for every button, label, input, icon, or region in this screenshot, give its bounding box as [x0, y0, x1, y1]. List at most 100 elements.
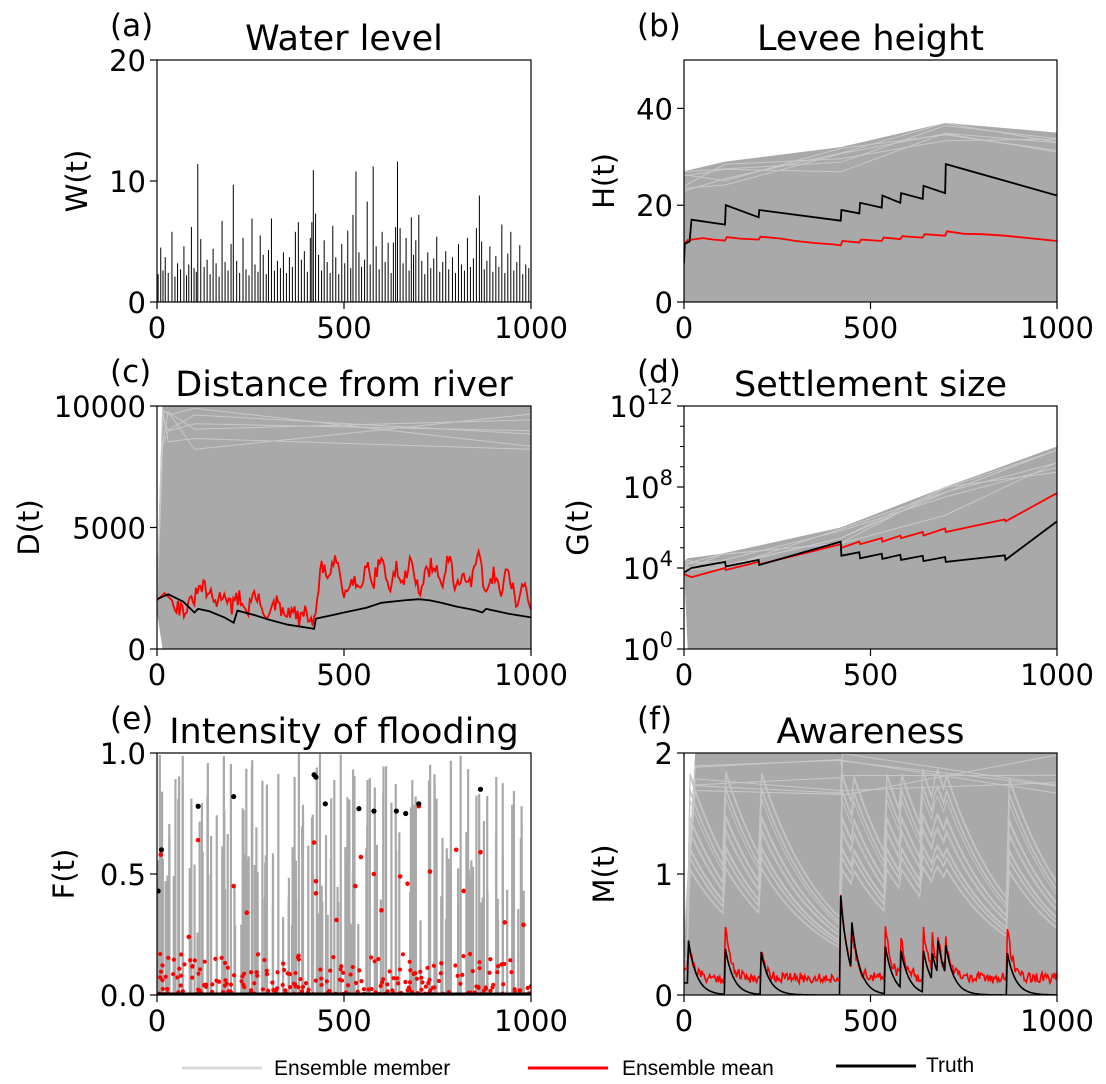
x-tick-label: 500: [843, 658, 898, 692]
y-tick-label: 10000: [54, 390, 146, 424]
ensemble-member-line: [684, 132, 1057, 177]
ensemble-mean-point: [453, 963, 458, 968]
truth-point: [231, 793, 237, 800]
ensemble-mean-point: [387, 969, 392, 974]
ensemble-mean-point: [512, 987, 517, 992]
ensemble-mean-point: [260, 987, 265, 992]
ensemble-mean-point: [509, 970, 514, 975]
y-axis-label: G(t): [561, 499, 595, 555]
x-tick-label: 1000: [494, 311, 568, 345]
truth-point: [157, 888, 161, 894]
ensemble-mean-point: [296, 953, 301, 958]
ensemble-member-line: [684, 770, 1057, 960]
ensemble-mean-point: [264, 972, 270, 977]
ensemble-mean-point: [338, 967, 343, 972]
ensemble-mean-point: [419, 987, 424, 992]
ensemble-mean-point: [223, 978, 228, 983]
ensemble-mean-point: [427, 869, 433, 874]
ensemble-mean-point: [270, 980, 275, 985]
y-tick-label: 0: [655, 286, 673, 320]
ensemble-mean-point: [495, 970, 500, 975]
y-tick-label: 0.5: [100, 858, 146, 892]
ensemble-mean-point: [165, 986, 170, 992]
ensemble-mean-point: [171, 971, 176, 977]
legend-truth-label: Truth: [926, 1054, 974, 1077]
ensemble-mean-point: [179, 952, 184, 957]
ensemble-mean-point: [163, 974, 168, 979]
ensemble-member-line: [684, 829, 1057, 960]
ensemble-mean-point: [231, 973, 237, 978]
ensemble-mean-point: [299, 989, 305, 994]
ensemble-mean-point: [214, 978, 219, 983]
y-axis-label: D(t): [12, 499, 46, 555]
ensemble-mean-point: [495, 964, 501, 969]
truth-point: [371, 808, 377, 814]
ensemble-mean-point: [366, 987, 371, 992]
ensemble-mean-point: [414, 976, 420, 981]
x-tick-label: 500: [843, 1004, 898, 1038]
ensemble-mean-point: [222, 983, 227, 988]
ensemble-mean-point: [378, 983, 383, 989]
truth-point: [416, 801, 422, 807]
panel-letter: (a): [110, 8, 153, 44]
ensemble-member-line: [684, 815, 1057, 960]
ensemble-member-line: [684, 794, 1057, 960]
y-tick-exponent: 4: [660, 547, 673, 571]
y-tick-label: 100: [623, 628, 673, 667]
ensemble-mean-point: [357, 968, 362, 973]
y-tick-base: 10: [623, 633, 660, 667]
ensemble-mean-point: [521, 922, 526, 928]
panel-letter: (d): [637, 354, 681, 390]
ensemble-mean-point: [477, 960, 482, 965]
ensemble-member-line: [684, 125, 1057, 173]
y-tick-exponent: 12: [646, 385, 673, 409]
ensemble-mean-point: [423, 984, 428, 989]
ensemble-mean-point: [487, 970, 492, 975]
ensemble-mean-point: [439, 961, 444, 966]
ensemble-mean-point: [477, 966, 482, 971]
plot-area: [157, 161, 530, 302]
ensemble-mean-point: [420, 980, 425, 985]
ensemble-mean-point: [198, 967, 203, 972]
ensemble-mean-point: [160, 986, 165, 992]
ensemble-mean-point: [483, 985, 488, 990]
ensemble-mean-point: [186, 934, 192, 940]
y-tick-label: 20: [109, 44, 146, 78]
ensemble-mean-point: [271, 987, 276, 993]
truth-point: [313, 774, 319, 780]
ensemble-member-band: [684, 446, 1057, 649]
ensemble-mean-point: [491, 982, 496, 987]
truth-point: [477, 786, 484, 792]
y-tick-label: 5000: [72, 512, 146, 546]
ensemble-mean-point: [500, 962, 505, 967]
y-tick-exponent: 0: [660, 628, 673, 652]
ensemble-member-line: [684, 842, 1057, 960]
ensemble-mean-point: [166, 955, 171, 960]
ensemble-mean-point: [339, 964, 344, 969]
ensemble-mean-line: [157, 547, 531, 627]
ensemble-mean-point: [171, 957, 177, 962]
y-tick-label: 0: [655, 979, 673, 1013]
ensemble-mean-point: [376, 956, 381, 962]
ensemble-mean-point: [460, 972, 465, 977]
ensemble-mean-point: [180, 989, 185, 994]
ensemble-mean-point: [213, 956, 218, 961]
ensemble-mean-point: [264, 968, 269, 973]
ensemble-mean-point: [390, 988, 395, 993]
panel-title: Settlement size: [734, 365, 1007, 405]
ensemble-mean-point: [508, 958, 513, 963]
ensemble-mean-point: [196, 971, 201, 976]
ensemble-mean-point: [210, 982, 215, 987]
panel-title: Intensity of flooding: [169, 712, 519, 752]
ensemble-mean-point: [324, 979, 329, 984]
ensemble-mean-point: [296, 985, 301, 990]
x-tick-label: 0: [675, 658, 693, 692]
x-tick-label: 0: [675, 311, 693, 345]
ensemble-member-line: [684, 812, 1057, 960]
x-tick-label: 0: [148, 1004, 166, 1038]
ensemble-mean-point: [158, 852, 164, 857]
ensemble-mean-point: [458, 981, 463, 986]
ensemble-mean-point: [369, 986, 374, 992]
